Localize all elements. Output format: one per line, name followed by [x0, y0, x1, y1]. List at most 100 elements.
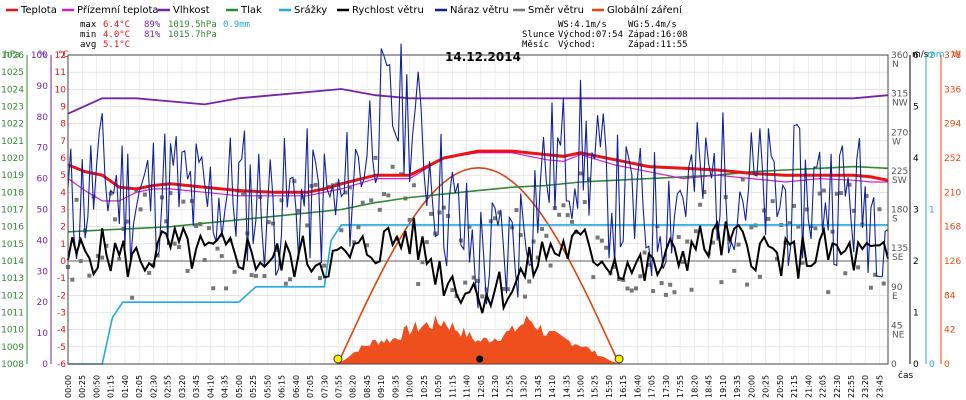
x-tick: 11:40 — [463, 375, 472, 398]
wind-dir-tick: 270 — [891, 128, 908, 138]
stat-temp: 4.0°C — [103, 30, 130, 40]
stat-label: min — [80, 30, 96, 40]
wind-dir-point — [305, 223, 310, 228]
radiation-tick: 336 — [944, 85, 961, 95]
legend-label: Vlhkost — [173, 5, 210, 16]
wind-dir-point — [591, 275, 596, 280]
wind-dir-point — [587, 177, 592, 182]
wind-dir-point — [843, 271, 848, 276]
wind-speed-tick: 3 — [913, 206, 919, 216]
moonrise: Východ: — [558, 40, 596, 50]
humidity-tick: 90 — [37, 82, 49, 92]
wind-dir-point — [450, 288, 455, 293]
x-tick: 06:15 — [278, 375, 287, 398]
wind-dir-point — [292, 179, 297, 184]
pressure-tick: 1023 — [1, 103, 24, 113]
wind-dir-point — [518, 233, 523, 238]
wind-dir-point — [185, 268, 190, 273]
wind-dir-compass: W — [892, 137, 901, 147]
wind-dir-point — [78, 259, 83, 264]
x-tick: 09:35 — [391, 375, 400, 398]
moon-label: Měsíc — [522, 40, 549, 50]
radiation-tick: 126 — [944, 257, 961, 267]
stat-hum: 81% — [144, 30, 161, 40]
x-tick: 02:05 — [135, 375, 144, 398]
wind-dir-point — [497, 210, 502, 215]
wind-dir-point — [881, 281, 886, 286]
humidity-tick: 70 — [37, 144, 49, 154]
wind-dir-point — [347, 185, 352, 190]
wind-dir-point — [424, 240, 429, 245]
pressure-tick: 1014 — [1, 257, 24, 267]
wind-dir-point — [681, 259, 685, 264]
humidity-tick: 0 — [42, 360, 48, 370]
stat-temp: 6.4°C — [103, 20, 130, 30]
wind-dir-point — [847, 182, 852, 187]
wind-dir-point — [266, 220, 271, 225]
x-tick: 04:35 — [221, 375, 230, 398]
wind-dir-point — [834, 191, 839, 196]
wind-dir-tick: 180 — [891, 206, 908, 216]
x-tick: 04:10 — [206, 375, 215, 398]
wind-dir-point — [817, 191, 822, 196]
pressure-tick: 1012 — [1, 291, 24, 301]
stat-press: 1019.5hPa — [168, 20, 217, 30]
wind-dir-point — [249, 273, 254, 278]
x-tick: 10:00 — [406, 375, 415, 398]
x-tick: 05:50 — [263, 375, 272, 398]
temperature-tick: 8 — [60, 120, 66, 130]
pressure-unit: hPa — [4, 50, 20, 60]
stat-hum: 89% — [144, 20, 161, 30]
stat-label: max — [80, 20, 97, 30]
wind-dir-point — [471, 275, 476, 280]
x-tick: 16:40 — [633, 375, 642, 398]
radiation-tick: 84 — [944, 291, 956, 301]
wind-dir-point — [147, 270, 152, 275]
pressure-tick: 1024 — [1, 85, 24, 95]
wind-dir-point — [698, 202, 703, 207]
wind-dir-tick: 225 — [891, 167, 908, 177]
sunrise: Východ:07:54 — [558, 30, 623, 40]
x-axis-label: čas — [898, 370, 913, 381]
wind-dir-point — [373, 155, 378, 160]
pressure-tick: 1020 — [1, 154, 24, 164]
wind-dir-point — [130, 295, 135, 300]
temperature-tick: 10 — [55, 85, 67, 95]
wind-dir-point — [411, 183, 416, 188]
wind-dir-point — [792, 203, 797, 208]
wind-dir-point — [420, 260, 425, 265]
wind-dir-point — [638, 274, 643, 279]
x-tick: 23:45 — [875, 375, 884, 398]
legend-label: Srážky — [294, 4, 327, 16]
wind-dir-point — [595, 235, 600, 240]
temperature-tick: 4 — [60, 188, 66, 198]
wind-dir-point — [181, 199, 186, 204]
wind-dir-point — [70, 277, 75, 282]
wind-dir-point — [856, 265, 861, 270]
wind-dir-point — [95, 253, 100, 258]
wind-dir-tick: 0 — [891, 360, 897, 370]
wind-dir-point — [646, 262, 651, 267]
wind-dir-point — [612, 264, 617, 269]
x-tick: 21:15 — [790, 375, 799, 398]
wind-dir-point — [642, 250, 647, 255]
wind-dir-point — [839, 191, 844, 196]
radiation-tick: 378 — [944, 51, 961, 61]
temperature-tick: -5 — [57, 343, 66, 353]
wind-dir-point — [813, 226, 818, 231]
wind-dir-point — [804, 207, 809, 212]
wind-dir-point — [313, 182, 318, 187]
wind-dir-point — [219, 254, 224, 259]
temperature-tick: -6 — [57, 360, 66, 370]
wind-dir-point — [369, 198, 374, 203]
wind-dir-point — [540, 227, 545, 232]
stat-rain: 0.9mm — [223, 20, 250, 30]
x-tick: 02:55 — [164, 375, 173, 398]
wind-dir-point — [104, 243, 109, 248]
temperature-tick: 5 — [60, 171, 66, 181]
series-wind-speed — [67, 217, 889, 314]
wind-dir-point — [253, 273, 258, 278]
wind-dir-point — [693, 229, 698, 234]
temperature-tick: 6 — [60, 154, 66, 164]
